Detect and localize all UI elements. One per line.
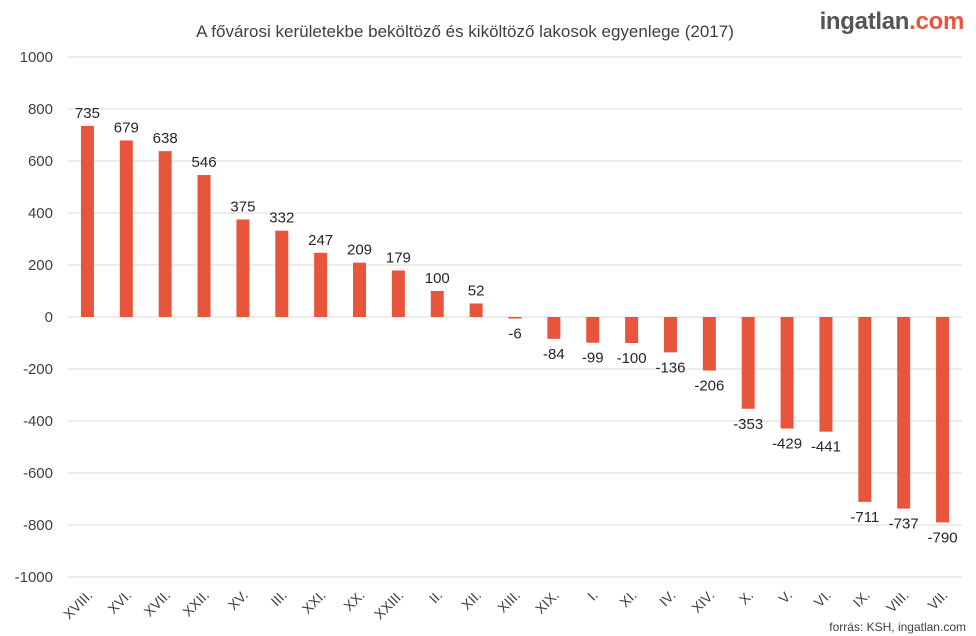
data-labels: 735 679 638 546 375 332 247 209 179 100 52 -6 -84 -99… [75,105,958,547]
bar [741,317,755,409]
y-tick-label: 800 [28,101,53,118]
bar [391,270,405,317]
bars [80,125,950,523]
data-label: 179 [386,249,411,266]
data-label: -84 [543,346,565,363]
y-tick-label: -400 [23,413,53,430]
x-tick-label: XII. [458,587,484,613]
y-tick-label: 1000 [20,49,53,66]
brand-logo-main: ingatlan [819,8,910,35]
x-tick-label: V. [775,587,795,607]
bar [469,303,483,317]
bar [625,317,639,343]
data-label: -136 [655,359,685,376]
data-label: 735 [75,105,100,122]
x-tick-label: IX. [850,587,873,610]
bar [858,317,872,502]
bar [119,140,133,317]
y-tick-label: -800 [23,517,53,534]
data-label: -206 [694,378,724,395]
y-tick-label: 0 [45,309,53,326]
data-label: 332 [269,210,294,227]
data-label: -6 [508,326,521,343]
y-axis-ticks: 1000 800 600 400 200 0 -200 -400 -600 -800 -1000 [15,49,53,586]
x-tick-label: XI. [616,587,639,610]
data-label: 52 [468,282,485,299]
bar [158,151,172,317]
x-tick-label: XX. [340,587,367,614]
bar [508,317,522,319]
data-label: -100 [617,350,647,367]
x-tick-label: XXII. [179,587,212,620]
data-label: 100 [425,270,450,287]
data-label: -737 [889,516,919,533]
x-axis-labels: XVIII. XVI. XVII. XXII. XV. III. XXI. XX. XXIII.… [60,587,951,623]
brand-logo: ingatlan.com [819,8,965,36]
bar [663,317,677,353]
x-tick-label: XIX. [532,587,562,617]
data-label: 638 [153,130,178,147]
data-label: 546 [192,154,217,171]
bar [430,291,444,317]
bar [197,175,211,317]
x-tick-label: VIII. [883,587,912,616]
bar [780,317,794,429]
x-tick-label: X. [736,587,757,608]
y-tick-label: -200 [23,361,53,378]
x-tick-label: XV. [225,587,251,613]
data-label: -441 [811,439,841,456]
brand-logo-accent: .com [909,8,964,35]
bar [586,317,600,343]
x-tick-label: XIV. [688,587,717,616]
bar [547,317,561,339]
x-tick-label: XXIII. [371,587,407,623]
bar [702,317,716,371]
x-tick-label: III. [268,587,290,609]
data-label: 679 [114,119,139,136]
bar [275,230,289,317]
x-tick-label: VII. [925,587,951,613]
data-label: 209 [347,242,372,259]
data-label: -790 [928,529,958,546]
x-tick-label: IV. [656,587,679,610]
x-tick-label: XVIII. [60,587,96,623]
x-tick-label: XIII. [494,587,523,616]
data-label: -353 [733,416,763,433]
bar [936,317,950,523]
x-tick-label: XXI. [299,587,329,617]
chart-title: A fővárosi kerületekbe beköltöző és kikö… [196,22,734,41]
data-label: 247 [308,232,333,249]
x-tick-label: II. [426,587,446,607]
bar [819,317,833,432]
data-label: -711 [850,509,879,526]
bar [236,219,250,317]
data-label: -429 [772,436,802,453]
bar [80,125,94,318]
x-tick-label: XVI. [104,587,134,617]
x-tick-label: VI. [811,587,834,610]
bar [314,252,328,317]
bar [897,317,911,509]
y-tick-label: -1000 [15,569,53,586]
y-tick-label: 200 [28,257,53,274]
y-tick-label: -600 [23,465,53,482]
x-tick-label: XVII. [141,587,174,620]
source-note: forrás: KSH, ingatlan.com [829,620,966,634]
data-label: -99 [582,350,604,367]
x-tick-label: I. [584,587,601,604]
y-tick-label: 600 [28,153,53,170]
y-tick-label: 400 [28,205,53,222]
bar [353,262,367,317]
data-label: 375 [230,199,255,216]
